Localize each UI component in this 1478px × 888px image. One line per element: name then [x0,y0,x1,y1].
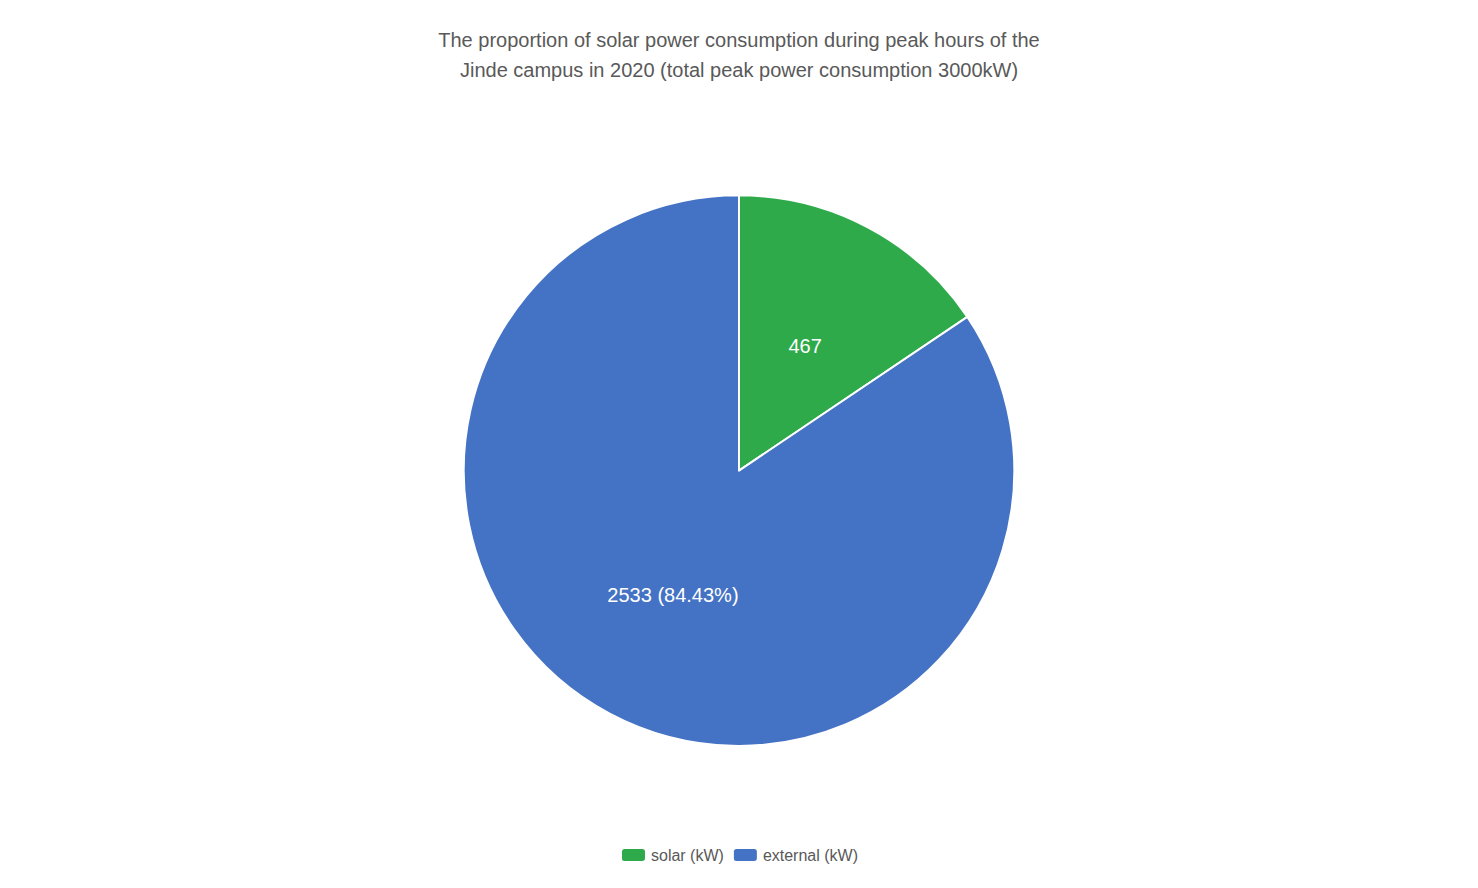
svg-text:The proportion of solar power: The proportion of solar power consumptio… [438,29,1039,51]
svg-text:Jinde campus in 2020 (total pe: Jinde campus in 2020 (total peak power c… [460,59,1018,81]
svg-text:solar (kW): solar (kW) [651,847,724,864]
svg-text:467: 467 [788,335,821,357]
svg-text:2533 (84.43%): 2533 (84.43%) [607,584,738,606]
svg-text:external (kW): external (kW) [763,847,858,864]
